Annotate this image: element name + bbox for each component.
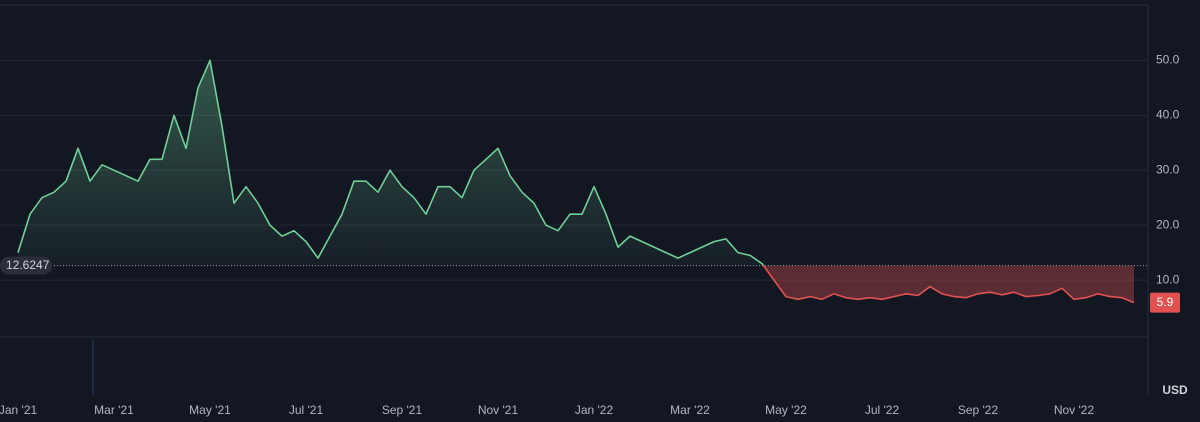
y-tick-label: 10.0: [1156, 272, 1180, 286]
x-tick-label: Jul '21: [289, 403, 324, 417]
x-tick-label: Sep '21: [382, 403, 423, 417]
x-tick-label: May '22: [765, 403, 807, 417]
price-line: [17, 59, 1135, 304]
x-tick-label: Mar '22: [670, 403, 710, 417]
y-tick-label: 40.0: [1156, 107, 1180, 121]
x-tick-label: Sep '22: [958, 403, 999, 417]
x-tick-label: Nov '21: [478, 403, 519, 417]
currency-label: USD: [1162, 383, 1188, 397]
last-value-bg: [1150, 292, 1180, 313]
x-tick-label: Mar '21: [94, 403, 134, 417]
baseline-label: 12.6247: [6, 258, 50, 272]
x-tick-label: May '21: [189, 403, 231, 417]
y-tick-label: 50.0: [1156, 53, 1180, 67]
last-value-label: 5.9: [1157, 295, 1174, 309]
baseline-label-bg: [0, 256, 52, 275]
x-tick-label: Jan '21: [0, 403, 37, 417]
x-tick-label: Nov '22: [1054, 403, 1095, 417]
x-tick-label: Jan '22: [575, 403, 614, 417]
x-tick-label: Jul '22: [865, 403, 900, 417]
y-tick-label: 20.0: [1156, 217, 1180, 231]
y-tick-label: 30.0: [1156, 162, 1180, 176]
area-fill: [18, 60, 1134, 303]
